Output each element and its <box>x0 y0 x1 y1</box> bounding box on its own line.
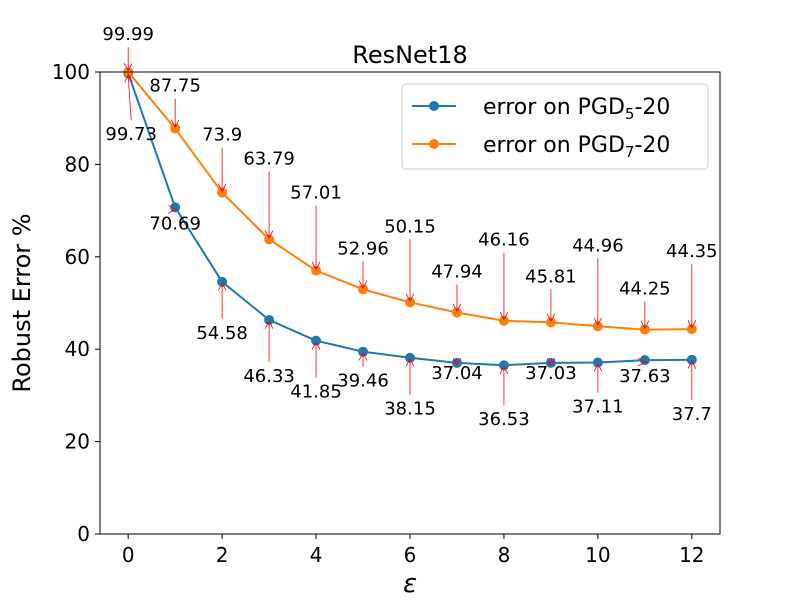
x-tick-label: 6 <box>404 543 417 567</box>
data-label: 73.9 <box>202 125 242 146</box>
annotation-arrow <box>128 75 131 121</box>
data-label: 44.96 <box>572 235 624 256</box>
data-label: 52.96 <box>337 238 389 259</box>
data-label: 46.33 <box>243 366 295 387</box>
legend-box <box>401 83 709 170</box>
legend: error on PGD5-20 error on PGD7-20 <box>401 83 709 170</box>
x-axis-label: ε <box>403 569 417 599</box>
data-label: 41.85 <box>290 382 342 403</box>
data-label: 57.01 <box>290 183 342 204</box>
legend-entry-pgd7: error on PGD7-20 <box>412 133 670 161</box>
y-tick-label: 100 <box>52 60 90 84</box>
y-tick-label: 40 <box>65 337 90 361</box>
data-label: 36.53 <box>478 409 530 430</box>
legend-label-pgd5: error on PGD5-20 <box>483 95 670 123</box>
data-label: 70.69 <box>149 213 201 234</box>
data-label: 54.58 <box>196 323 248 344</box>
data-label: 39.46 <box>337 371 389 392</box>
legend-label-pgd7: error on PGD7-20 <box>483 133 670 161</box>
x-tick-label: 12 <box>679 543 704 567</box>
legend-marker-pgd7 <box>429 139 439 149</box>
y-tick-label: 0 <box>77 522 90 546</box>
data-label: 46.16 <box>478 230 530 251</box>
data-label: 45.81 <box>525 266 577 287</box>
data-label: 37.03 <box>525 363 577 384</box>
data-label: 87.75 <box>149 76 201 97</box>
data-label: 37.63 <box>619 366 671 387</box>
y-tick-label: 60 <box>65 245 90 269</box>
data-label: 50.15 <box>384 216 436 237</box>
data-label: 63.79 <box>243 148 295 169</box>
y-axis-label: Robust Error % <box>8 213 36 392</box>
chart-title: ResNet18 <box>352 41 468 69</box>
x-tick-label: 2 <box>216 543 229 567</box>
data-label: 37.11 <box>572 397 624 418</box>
y-tick-label: 20 <box>65 430 90 454</box>
legend-marker-pgd5 <box>429 101 439 111</box>
ticks-layer: 0 2 4 6 8 10 12 0 20 40 60 80 100 <box>52 60 705 567</box>
x-tick-label: 10 <box>585 543 610 567</box>
data-point-0-11 <box>639 355 650 366</box>
data-label: 44.25 <box>619 279 671 300</box>
data-point-0-1 <box>170 202 181 213</box>
data-label: 44.35 <box>666 241 718 262</box>
x-tick-label: 4 <box>310 543 323 567</box>
data-label: 37.04 <box>431 363 483 384</box>
legend-entry-pgd5: error on PGD5-20 <box>412 95 670 123</box>
x-tick-label: 0 <box>122 543 135 567</box>
x-tick-label: 8 <box>498 543 511 567</box>
data-label: 99.73 <box>105 124 157 145</box>
data-label: 37.7 <box>672 404 712 425</box>
data-label: 47.94 <box>431 262 483 283</box>
data-label: 99.99 <box>102 24 154 45</box>
y-tick-label: 80 <box>65 152 90 176</box>
data-label: 38.15 <box>384 399 436 420</box>
